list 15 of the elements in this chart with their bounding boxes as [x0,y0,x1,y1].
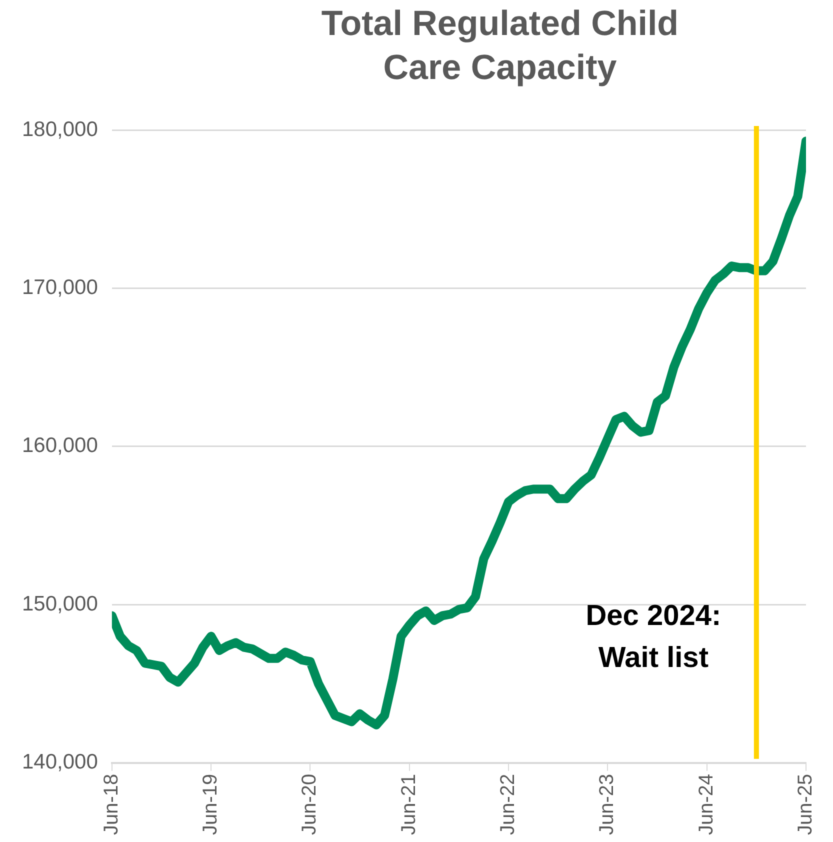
x-tick-label: Jun-20 [298,774,321,836]
x-tick-label: Jun-24 [695,774,718,836]
y-tick-label: 150,000 [22,592,98,616]
ref-line-label: Dec 2024: Wait list [586,600,722,674]
chart-title: Total Regulated Child Care Capacity [320,3,680,89]
x-tick-label: Jun-18 [100,774,122,836]
x-tick-label: Jun-22 [497,774,520,836]
x-tick-label: Jun-21 [398,774,420,836]
y-tick-label: 140,000 [22,750,98,774]
x-tick-label: Jun-19 [200,774,222,836]
x-tick-label: Jun-25 [794,774,817,836]
x-tick-label: Jun-23 [596,774,618,836]
y-tick-label: 160,000 [22,434,98,458]
y-tick-label: 170,000 [22,276,98,300]
y-tick-label: 180,000 [22,118,98,141]
